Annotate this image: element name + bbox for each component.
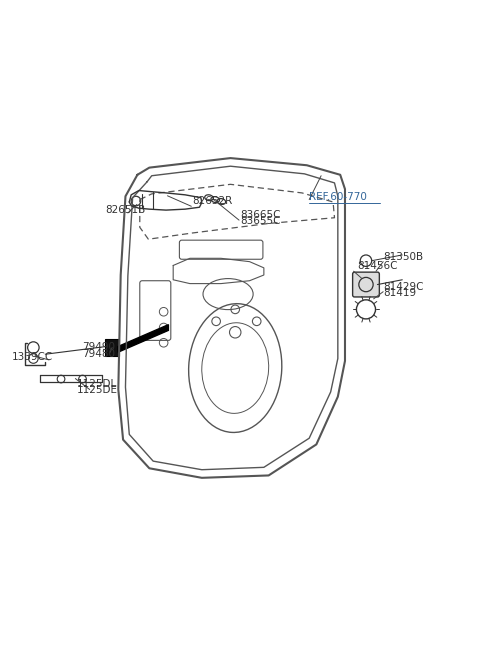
Text: 79480: 79480 (83, 349, 116, 359)
Text: 81350B: 81350B (383, 252, 423, 261)
Text: 81456C: 81456C (357, 261, 397, 271)
Text: 81429C: 81429C (383, 282, 424, 291)
FancyBboxPatch shape (353, 272, 379, 297)
Text: 1125DL: 1125DL (77, 379, 117, 388)
Polygon shape (118, 325, 168, 352)
Text: 79490: 79490 (83, 343, 116, 352)
Text: 1125DE: 1125DE (77, 385, 118, 395)
Text: 83665C: 83665C (240, 210, 280, 219)
Text: 81419: 81419 (383, 288, 416, 299)
Text: 1339CC: 1339CC (12, 352, 53, 362)
Bar (106, 339, 119, 356)
Text: 82651B: 82651B (106, 205, 145, 215)
Text: 82652R: 82652R (192, 196, 232, 206)
Text: 83655C: 83655C (240, 216, 280, 227)
Text: REF.60-770: REF.60-770 (309, 191, 367, 202)
